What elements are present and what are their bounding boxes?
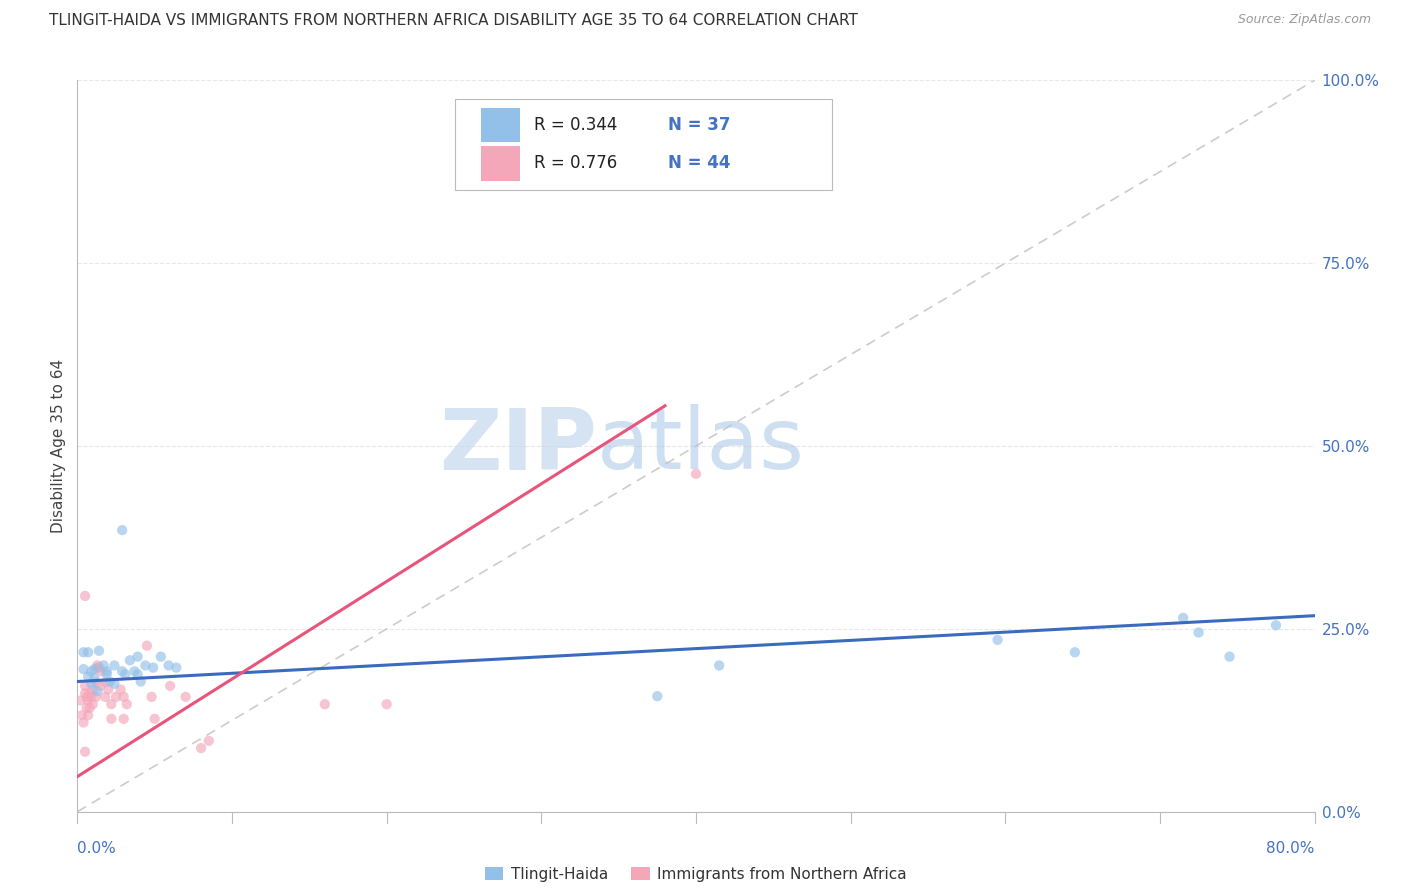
Text: R = 0.344: R = 0.344 [534,116,617,134]
Point [685,467,707,481]
Point [75,589,96,603]
Text: 80.0%: 80.0% [1267,841,1315,856]
Point [314,697,336,711]
Text: Source: ZipAtlas.com: Source: ZipAtlas.com [1237,13,1371,27]
Legend: Tlingit-Haida, Immigrants from Northern Africa: Tlingit-Haida, Immigrants from Northern … [479,861,912,888]
FancyBboxPatch shape [481,146,520,181]
Point [118,653,141,667]
Point [96,665,118,679]
Point [174,690,197,704]
Point [1064,645,1087,659]
Point [77,645,100,659]
Point [647,689,669,703]
Point [87,644,110,658]
Point [79,686,101,700]
Text: ZIP: ZIP [439,404,598,488]
Text: 0.0%: 0.0% [77,841,117,856]
Point [80,665,103,679]
Point [111,523,134,537]
Point [1173,611,1195,625]
Point [198,733,221,747]
FancyBboxPatch shape [481,108,520,142]
Text: N = 44: N = 44 [668,154,730,172]
Point [127,649,149,664]
Point [149,649,172,664]
Point [1188,625,1211,640]
Point [105,690,128,704]
Point [124,665,146,679]
Point [375,697,398,711]
Point [100,697,122,711]
Point [75,679,96,693]
Point [77,693,100,707]
FancyBboxPatch shape [454,99,832,190]
Point [111,665,134,679]
Point [165,660,187,674]
Point [86,658,108,673]
Point [112,690,135,704]
Point [110,682,132,697]
Point [134,658,156,673]
Point [76,701,98,715]
Point [98,674,121,689]
Point [83,672,105,686]
Text: TLINGIT-HAIDA VS IMMIGRANTS FROM NORTHERN AFRICA DISABILITY AGE 35 TO 64 CORRELA: TLINGIT-HAIDA VS IMMIGRANTS FROM NORTHER… [49,13,858,29]
Point [103,658,125,673]
Point [80,690,103,704]
Point [72,715,94,730]
Point [75,686,96,700]
Point [143,712,166,726]
Point [77,669,100,683]
Point [70,708,93,723]
Point [84,675,107,690]
Point [82,697,104,711]
Point [114,667,136,681]
Point [84,690,107,704]
Point [86,684,108,698]
Point [709,658,731,673]
Point [1265,618,1288,632]
Point [83,662,105,676]
Point [76,690,98,704]
Point [136,639,159,653]
Point [86,660,108,674]
Point [87,660,110,674]
Point [115,697,138,711]
Point [72,662,94,676]
Point [159,679,181,693]
Point [90,679,112,693]
Point [127,667,149,681]
Point [112,712,135,726]
Point [69,693,91,707]
Text: atlas: atlas [598,404,806,488]
Point [80,676,103,690]
Point [75,745,96,759]
Point [142,660,165,674]
Point [93,658,115,673]
Point [94,675,117,690]
Point [90,665,112,679]
Point [82,682,104,697]
Point [79,701,101,715]
Point [987,632,1010,647]
Point [1219,649,1241,664]
Point [72,645,94,659]
Y-axis label: Disability Age 35 to 64: Disability Age 35 to 64 [51,359,66,533]
Point [190,741,212,756]
Point [100,712,122,726]
Point [141,690,163,704]
Point [103,676,125,690]
Point [157,658,180,673]
Point [129,674,152,689]
Point [94,690,117,704]
Point [77,708,100,723]
Point [808,169,831,183]
Text: N = 37: N = 37 [668,116,730,134]
Text: R = 0.776: R = 0.776 [534,154,617,172]
Point [96,667,118,681]
Point [97,682,120,697]
